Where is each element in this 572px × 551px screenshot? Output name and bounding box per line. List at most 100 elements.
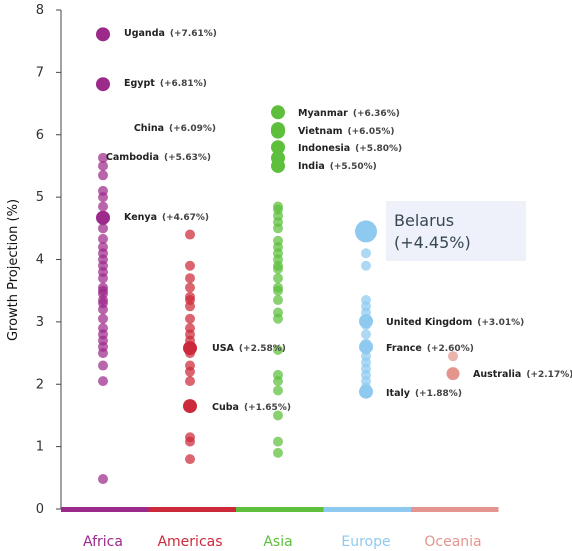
tooltip: Belarus (+4.45%) — [355, 201, 526, 261]
point-asia[interactable] — [273, 344, 283, 355]
annotation-label: United Kingdom (+3.01%) — [386, 317, 524, 328]
point-asia[interactable] — [273, 295, 283, 306]
y-tick-label: 8 — [36, 3, 44, 18]
point-highlight[interactable] — [271, 140, 285, 155]
annotation-country: Uganda — [124, 28, 165, 39]
annotation-value: (+3.01%) — [477, 318, 524, 328]
annotation-value: (+4.67%) — [162, 213, 209, 223]
point-europe[interactable] — [361, 260, 371, 271]
annotation-value: (+1.88%) — [415, 389, 462, 399]
point-africa[interactable] — [98, 201, 108, 212]
annotation-label: France (+2.60%) — [386, 343, 474, 354]
point-asia[interactable] — [273, 223, 283, 234]
point-asia[interactable] — [273, 313, 283, 324]
point-africa[interactable] — [98, 273, 108, 284]
annotation-country: Australia — [473, 369, 521, 380]
annotation-label: China (+6.09%) — [134, 123, 216, 134]
point-highlight[interactable] — [96, 77, 110, 92]
point-africa[interactable] — [98, 304, 108, 315]
annotation-country: Italy — [386, 388, 411, 399]
region-bar-asia — [236, 507, 324, 512]
region-bar-americas — [148, 507, 236, 512]
y-axis: 0 1 2 3 4 5 6 7 8 — [36, 3, 62, 517]
point-americas[interactable] — [185, 282, 195, 293]
point-africa[interactable] — [98, 192, 108, 203]
annotation-value: (+6.36%) — [353, 109, 400, 119]
point-asia[interactable] — [273, 263, 283, 274]
annotation-value: (+6.05%) — [348, 127, 395, 137]
data-points — [96, 27, 460, 485]
point-africa[interactable] — [98, 233, 108, 244]
annotation-value: (+2.58%) — [239, 344, 286, 354]
point-highlight[interactable] — [271, 124, 285, 139]
annotation-country: Cuba — [212, 402, 239, 413]
point-africa[interactable] — [98, 152, 108, 163]
point-hovered[interactable] — [355, 220, 377, 243]
region-bar-europe — [323, 507, 411, 512]
point-asia[interactable] — [273, 436, 283, 447]
annotation-value: (+2.60%) — [427, 344, 474, 354]
annotation-label: India (+5.50%) — [298, 161, 377, 172]
point-highlight[interactable] — [271, 158, 285, 173]
point-americas[interactable] — [185, 260, 195, 271]
point-africa[interactable] — [98, 348, 108, 359]
annotation-country: Kenya — [124, 212, 157, 223]
annotation-label: Egypt (+6.81%) — [124, 78, 207, 89]
point-asia[interactable] — [273, 273, 283, 284]
region-axis-bars: Africa Americas Asia Europe Oceania — [61, 507, 499, 550]
point-americas[interactable] — [185, 366, 195, 377]
annotation-country: Myanmar — [298, 108, 348, 119]
annotation-label: Kenya (+4.67%) — [124, 212, 209, 223]
point-highlight[interactable] — [271, 105, 285, 120]
point-africa[interactable] — [98, 170, 108, 181]
annotation-country: USA — [212, 343, 235, 354]
point-africa[interactable] — [98, 376, 108, 387]
point-europe[interactable] — [361, 329, 371, 340]
tooltip-value: (+4.45%) — [394, 233, 471, 252]
point-highlight[interactable] — [96, 210, 110, 225]
annotation-country: India — [298, 161, 325, 172]
point-africa[interactable] — [98, 223, 108, 234]
point-oceania[interactable] — [448, 351, 458, 362]
point-americas[interactable] — [185, 313, 195, 324]
point-africa[interactable] — [98, 313, 108, 324]
annotation-label: Indonesia (+5.80%) — [298, 143, 402, 154]
point-annotations: Uganda (+7.61%) Egypt (+6.81%) Kenya (+4.67%)… — [106, 28, 572, 413]
y-tick-label: 7 — [36, 65, 44, 80]
annotation-value: (+2.17%) — [526, 370, 572, 380]
region-label-europe: Europe — [341, 534, 390, 550]
annotation-value: (+5.80%) — [355, 144, 402, 154]
annotation-label: Australia (+2.17%) — [473, 369, 572, 380]
y-tick-label: 1 — [36, 440, 44, 455]
point-highlight[interactable] — [359, 339, 373, 354]
region-bar-oceania — [411, 507, 499, 512]
point-asia[interactable] — [273, 385, 283, 396]
point-americas[interactable] — [185, 376, 195, 387]
point-americas[interactable] — [185, 229, 195, 240]
point-highlight[interactable] — [359, 314, 373, 329]
point-europe[interactable] — [361, 248, 371, 259]
point-highlight[interactable] — [183, 399, 197, 414]
annotation-value: (+5.50%) — [330, 162, 377, 172]
annotation-label: Italy (+1.88%) — [386, 388, 462, 399]
point-americas[interactable] — [185, 301, 195, 312]
point-africa[interactable] — [98, 160, 108, 171]
point-americas[interactable] — [185, 436, 195, 447]
point-highlight[interactable] — [446, 367, 460, 381]
point-americas[interactable] — [185, 454, 195, 465]
point-asia[interactable] — [273, 447, 283, 458]
point-africa[interactable] — [98, 360, 108, 371]
point-highlight[interactable] — [183, 341, 197, 356]
point-highlight[interactable] — [359, 384, 373, 399]
point-asia[interactable] — [273, 376, 283, 387]
annotation-country: Cambodia — [106, 152, 159, 163]
annotation-value: (+1.65%) — [244, 403, 291, 413]
point-highlight[interactable] — [96, 27, 110, 42]
point-asia[interactable] — [273, 285, 283, 296]
annotation-label: Uganda (+7.61%) — [124, 28, 217, 39]
point-americas[interactable] — [185, 273, 195, 284]
point-asia[interactable] — [273, 410, 283, 421]
y-tick-label: 3 — [36, 315, 44, 330]
point-africa[interactable] — [98, 474, 108, 485]
y-tick-label: 4 — [36, 253, 44, 268]
